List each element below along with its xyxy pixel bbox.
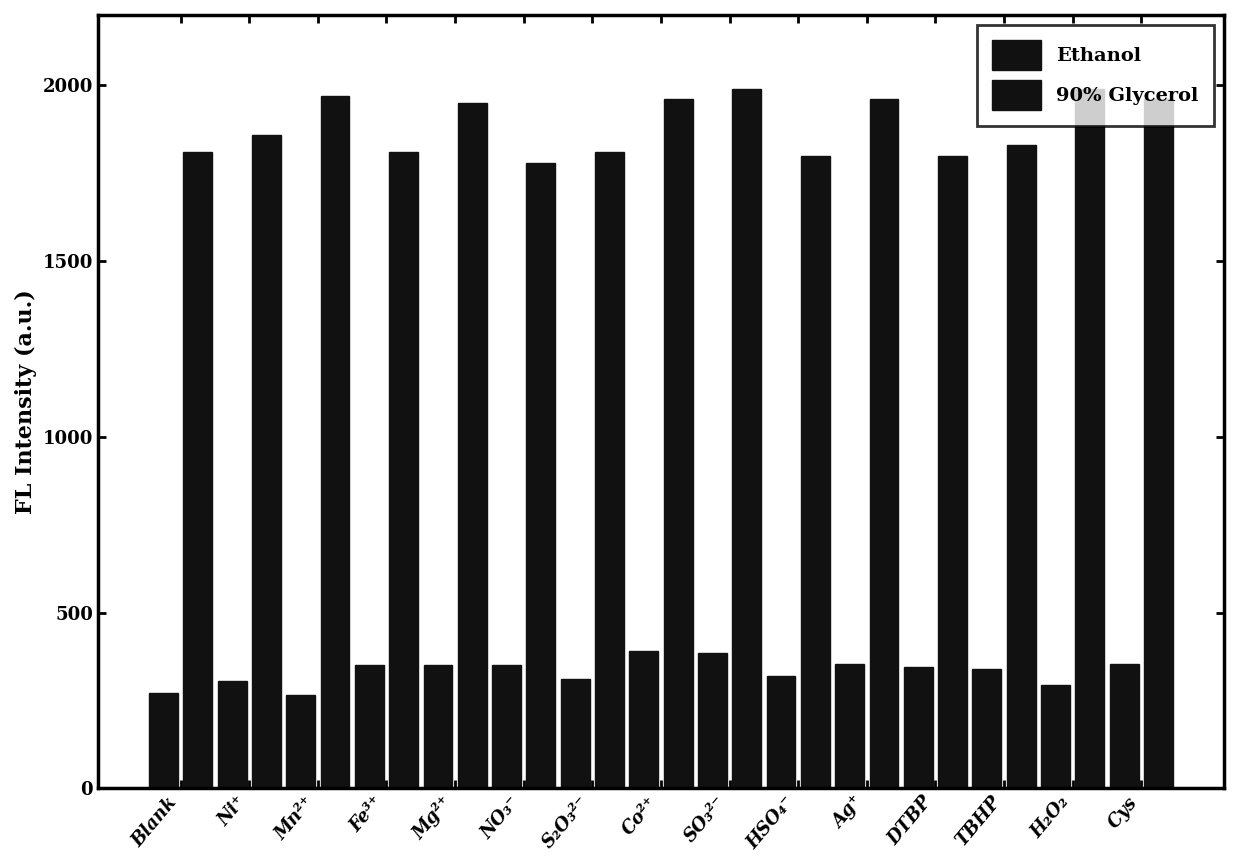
Bar [424,665,452,788]
Bar [595,152,624,788]
Bar [664,99,693,788]
Bar [286,695,315,788]
Bar [800,155,830,788]
Bar [389,152,418,788]
Bar [149,694,178,788]
Bar [218,681,247,788]
Bar [252,135,281,788]
Bar [527,162,555,788]
Bar [870,99,898,788]
Bar [835,663,864,788]
Bar [732,89,761,788]
Bar [458,103,487,788]
Bar [973,669,1001,788]
Legend: Ethanol, 90% Glycerol: Ethanol, 90% Glycerol [976,24,1214,126]
Bar [767,676,795,788]
Bar [1110,663,1139,788]
Bar [1007,145,1036,788]
Bar [1041,685,1070,788]
Bar [629,651,658,788]
Bar [354,665,384,788]
Bar [1144,99,1173,788]
Bar [903,667,933,788]
Bar [183,152,212,788]
Y-axis label: FL Intensity (a.u.): FL Intensity (a.u.) [15,289,37,514]
Bar [698,653,727,788]
Bar [321,95,349,788]
Bar [561,680,590,788]
Bar [492,665,520,788]
Bar [1075,89,1104,788]
Bar [938,155,966,788]
